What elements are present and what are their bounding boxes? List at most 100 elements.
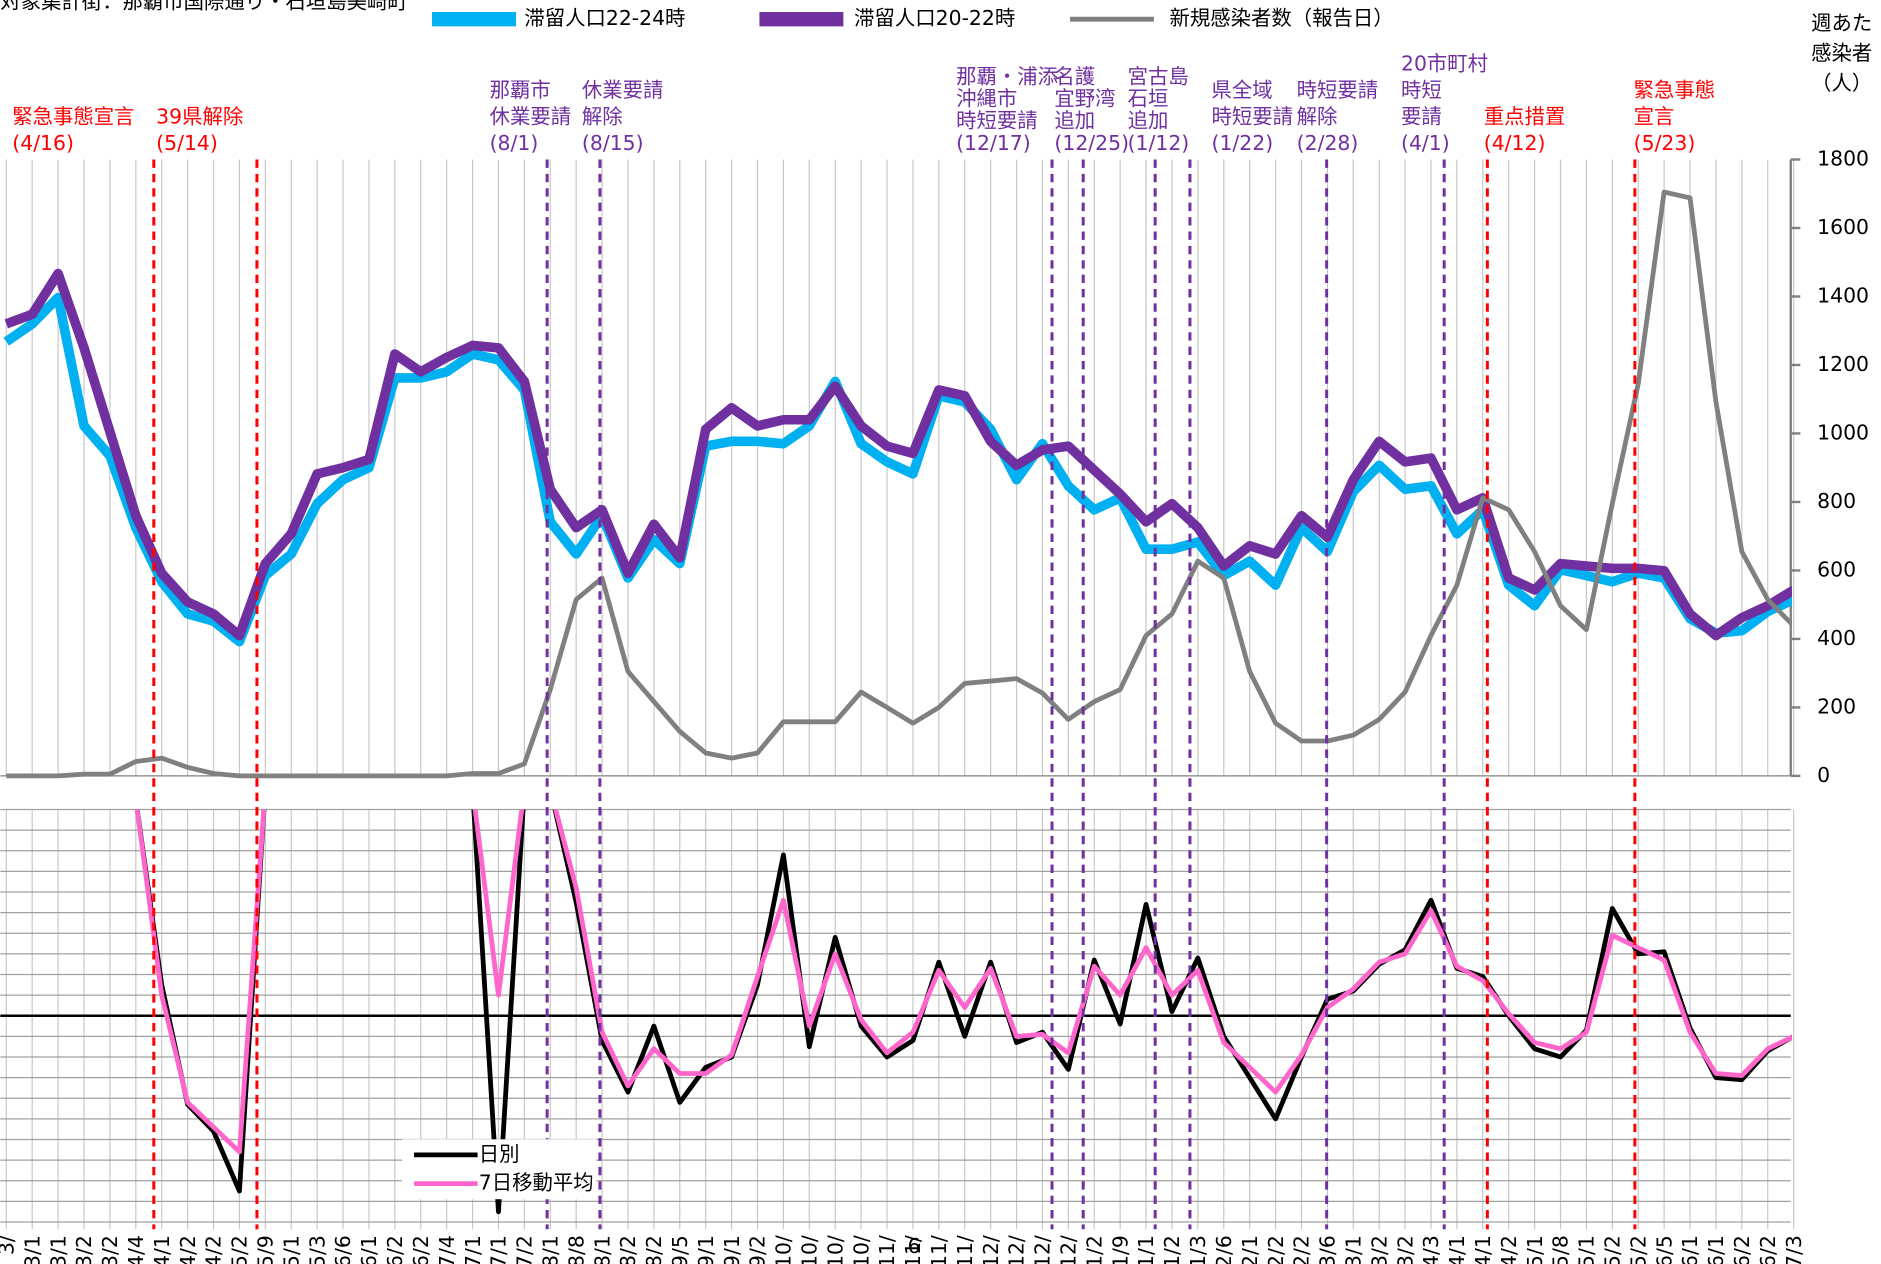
x-tick-label: 7/1 xyxy=(487,1235,511,1264)
x-tick-label: 5/2 xyxy=(1601,1235,1625,1264)
x-tick-label: 7/1 xyxy=(461,1235,485,1264)
line xyxy=(134,809,267,1155)
x-tick-label: 6/2 xyxy=(383,1235,407,1264)
series xyxy=(4,268,1792,641)
y-tick-label: 200 xyxy=(1817,694,1856,718)
x-tick-label: 11/ xyxy=(875,1235,899,1264)
x-tick-label: 5/9 xyxy=(254,1235,278,1264)
x-tick-label: 5/2 xyxy=(1626,1235,1650,1264)
x-tick-label: 3/ xyxy=(0,1235,18,1255)
x-tick-label: 5/8 xyxy=(1549,1235,1573,1264)
annotation: 緊急事態宣言 xyxy=(12,105,134,129)
legend-label: 日別 xyxy=(479,1142,520,1166)
y-tick-label: 1200 xyxy=(1817,352,1869,376)
x-tick-label: 12/ xyxy=(1057,1235,1081,1264)
x-tick-label: 4/2 xyxy=(202,1235,226,1264)
x-tick-label: 6/5 xyxy=(1652,1235,1676,1264)
x-tick-label: 6/1 xyxy=(1678,1235,1702,1264)
x-tick-label: 10/ xyxy=(849,1235,873,1264)
x-tick-label: 6/2 xyxy=(409,1235,433,1264)
x-tick-label: 8/1 xyxy=(590,1235,614,1264)
x-tick-label: 11/ xyxy=(953,1235,977,1264)
annotation: 休業要請 xyxy=(582,78,664,102)
annotation: (5/14) xyxy=(156,131,218,155)
y-tick-label: 1400 xyxy=(1817,283,1869,307)
annotation: 宮古島 xyxy=(1128,64,1189,88)
line xyxy=(471,809,1792,1215)
x-tick-label: 6/2 xyxy=(1756,1235,1780,1264)
annotation: (2/28) xyxy=(1297,131,1359,155)
annotation: 石垣 xyxy=(1128,87,1169,111)
x-tick-label: 10/ xyxy=(772,1235,796,1264)
annotation: (12/17) xyxy=(956,131,1031,155)
x-tick-label: 8/2 xyxy=(616,1235,640,1264)
annotation: 休業要請 xyxy=(490,105,572,129)
series xyxy=(6,189,1792,779)
x-tick-label: 1/2 xyxy=(1160,1235,1184,1264)
annotation: (5/23) xyxy=(1634,131,1696,155)
x-tick-label: 4/3 xyxy=(1419,1235,1443,1264)
x-tick-label: 6/1 xyxy=(357,1235,381,1264)
x-tick-label: 3/2 xyxy=(98,1235,122,1264)
x-tick-label: 9/1 xyxy=(720,1235,744,1264)
line xyxy=(4,268,1792,641)
x-tick-label: 6/2 xyxy=(1730,1235,1754,1264)
annotation: (4/1) xyxy=(1401,131,1450,155)
annotation: 追加 xyxy=(1054,109,1095,133)
annotation: 時短要請 xyxy=(956,109,1038,133)
x-tick-label: 10/ xyxy=(823,1235,847,1264)
annotation: 要請 xyxy=(1401,105,1442,129)
annotation: (8/1) xyxy=(490,131,539,155)
annotation: 那覇・浦添 xyxy=(956,64,1058,88)
x-tick-label: 2/1 xyxy=(1238,1235,1262,1264)
x-tick-label: 3/1 xyxy=(1341,1235,1365,1264)
x-tick-label: 6/1 xyxy=(1704,1235,1728,1264)
x-tick-label: 4/1 xyxy=(1445,1235,1469,1264)
annotation: 39県解除 xyxy=(156,105,243,129)
x-tick-label: 2/2 xyxy=(1290,1235,1314,1264)
x-tick-label: 3/6 xyxy=(1316,1235,1340,1264)
x-tick-label: 9/1 xyxy=(694,1235,718,1264)
y-tick-label: 600 xyxy=(1817,557,1856,581)
annotation: 緊急事態 xyxy=(1634,78,1716,102)
annotation: (8/15) xyxy=(582,131,644,155)
y-axis-title: （人） xyxy=(1811,71,1872,95)
x-tick-label: 4/2 xyxy=(1497,1235,1521,1264)
annotation: 宜野湾 xyxy=(1054,87,1115,111)
x-tick-label: 5/1 xyxy=(1575,1235,1599,1264)
annotation: (1/12) xyxy=(1128,131,1190,155)
y-axis-title: 感染者 xyxy=(1811,41,1872,65)
annotation: 沖縄市 xyxy=(956,87,1017,111)
x-tick-label: 5/3 xyxy=(305,1235,329,1264)
x-tick-label: 12/ xyxy=(1031,1235,1055,1264)
y-tick-label: 1800 xyxy=(1817,146,1869,170)
line xyxy=(134,809,267,1194)
annotation: 追加 xyxy=(1128,109,1169,133)
annotation: (4/16) xyxy=(12,131,74,155)
x-tick-label: 4/4 xyxy=(124,1235,148,1264)
x-tick-label: 5/2 xyxy=(228,1235,252,1264)
legend-label: 7日移動平均 xyxy=(479,1171,594,1195)
annotation: 20市町村 xyxy=(1401,52,1488,76)
x-tick-label: 10/ xyxy=(798,1235,822,1264)
x-tick-label: 3/1 xyxy=(46,1235,70,1264)
x-tick-label: 7/2 xyxy=(513,1235,537,1264)
x-tick-label: 12/ xyxy=(979,1235,1003,1264)
x-tick-label: 5/1 xyxy=(279,1235,303,1264)
legend-box xyxy=(402,1139,597,1200)
legend-label: 滞留人口20-22時 xyxy=(854,6,1015,30)
x-tick-label: 1/2 xyxy=(1082,1235,1106,1264)
x-tick-label: 9/2 xyxy=(746,1235,770,1264)
x-tick-label: 5/1 xyxy=(1523,1235,1547,1264)
annotation: 時短要請 xyxy=(1297,78,1379,102)
x-tick-label: 12/ xyxy=(1005,1235,1029,1264)
x-tick-label: 6/6 xyxy=(331,1235,355,1264)
annotation: (4/12) xyxy=(1484,131,1546,155)
y-tick-label: 800 xyxy=(1817,489,1856,513)
x-tick-label: 8/1 xyxy=(538,1235,562,1264)
legend-label: 新規感染者数（報告日） xyxy=(1170,6,1394,30)
y-tick-label: 0 xyxy=(1817,763,1830,787)
x-tick-label: 4/1 xyxy=(150,1235,174,1264)
line xyxy=(472,809,1792,1095)
